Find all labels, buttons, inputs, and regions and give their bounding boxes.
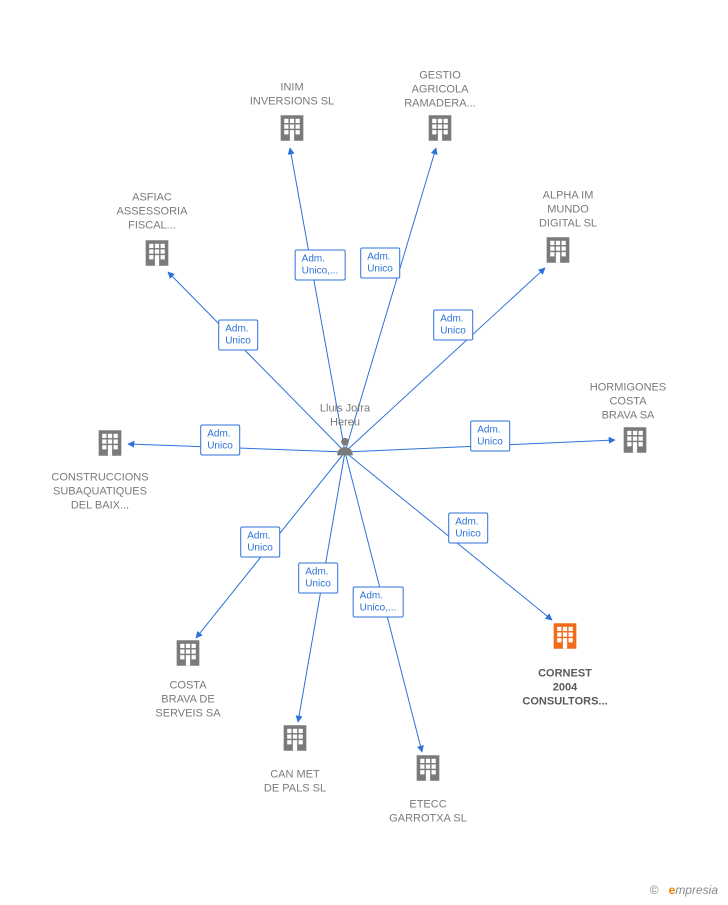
edge-label-cornest: Adm. Unico xyxy=(448,513,488,544)
company-node-construccions[interactable] xyxy=(93,426,127,464)
edge-alpha xyxy=(345,268,545,452)
company-label-hormigones: HORMIGONES COSTA BRAVA SA xyxy=(590,381,666,422)
company-node-gestio[interactable] xyxy=(423,111,457,149)
center-label: Lluis Jofra Hereu xyxy=(320,402,370,430)
company-label-etecc: ETECC GARROTXA SL xyxy=(389,798,467,826)
edge-label-canmet: Adm. Unico xyxy=(298,563,338,594)
brand-rest: mpresia xyxy=(675,883,718,897)
company-node-cornest[interactable] xyxy=(548,619,582,657)
network-diagram: Lluis Jofra Hereu INIM INVERSIONS SL GES… xyxy=(0,0,728,905)
company-label-costabrava: COSTA BRAVA DE SERVEIS SA xyxy=(155,679,220,720)
edge-label-alpha: Adm. Unico xyxy=(433,310,473,341)
company-node-asfiac[interactable] xyxy=(140,236,174,274)
company-label-cornest: CORNEST 2004 CONSULTORS... xyxy=(522,667,607,708)
company-label-alpha: ALPHA IM MUNDO DIGITAL SL xyxy=(539,189,597,230)
company-node-alpha[interactable] xyxy=(541,233,575,271)
company-label-construccions: CONSTRUCCIONS SUBAQUATIQUES DEL BAIX... xyxy=(51,471,148,512)
edge-asfiac xyxy=(168,272,345,452)
company-node-inim[interactable] xyxy=(275,111,309,149)
company-label-asfiac: ASFIAC ASSESSORIA FISCAL... xyxy=(117,191,188,232)
edge-label-gestio: Adm. Unico xyxy=(360,248,400,279)
center-person-node[interactable]: Lluis Jofra Hereu xyxy=(320,402,370,458)
company-node-canmet[interactable] xyxy=(278,721,312,759)
company-node-hormigones[interactable] xyxy=(618,423,652,461)
footer: © empresia xyxy=(650,883,718,897)
company-node-costabrava[interactable] xyxy=(171,636,205,674)
edge-label-construccions: Adm. Unico xyxy=(200,425,240,456)
company-node-etecc[interactable] xyxy=(411,751,445,789)
edge-label-etecc: Adm. Unico,... xyxy=(353,587,404,618)
edge-label-hormigones: Adm. Unico xyxy=(470,421,510,452)
copyright-symbol: © xyxy=(650,883,659,897)
company-label-inim: INIM INVERSIONS SL xyxy=(250,81,334,109)
edge-label-inim: Adm. Unico,... xyxy=(295,250,346,281)
edge-label-asfiac: Adm. Unico xyxy=(218,320,258,351)
company-label-gestio: GESTIO AGRICOLA RAMADERA... xyxy=(404,69,476,110)
company-label-canmet: CAN MET DE PALS SL xyxy=(264,768,326,796)
edge-label-costabrava: Adm. Unico xyxy=(240,527,280,558)
